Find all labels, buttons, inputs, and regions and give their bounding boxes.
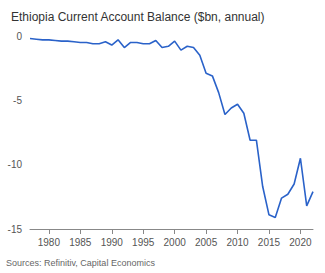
svg-text:Sources: Refinitiv, Capital Ec: Sources: Refinitiv, Capital Economics bbox=[6, 258, 155, 268]
svg-text:-10: -10 bbox=[8, 159, 23, 170]
svg-text:1990: 1990 bbox=[101, 237, 124, 248]
svg-text:Ethiopia Current Account Balan: Ethiopia Current Account Balance ($bn, a… bbox=[11, 10, 265, 24]
svg-text:2020: 2020 bbox=[289, 237, 312, 248]
svg-text:1995: 1995 bbox=[132, 237, 155, 248]
svg-text:2000: 2000 bbox=[164, 237, 187, 248]
svg-text:2010: 2010 bbox=[226, 237, 249, 248]
svg-text:2005: 2005 bbox=[195, 237, 218, 248]
svg-text:1980: 1980 bbox=[38, 237, 61, 248]
svg-text:0: 0 bbox=[16, 31, 22, 42]
svg-text:1985: 1985 bbox=[69, 237, 92, 248]
svg-text:-15: -15 bbox=[8, 224, 23, 235]
svg-text:2015: 2015 bbox=[258, 237, 281, 248]
svg-text:-5: -5 bbox=[13, 95, 22, 106]
